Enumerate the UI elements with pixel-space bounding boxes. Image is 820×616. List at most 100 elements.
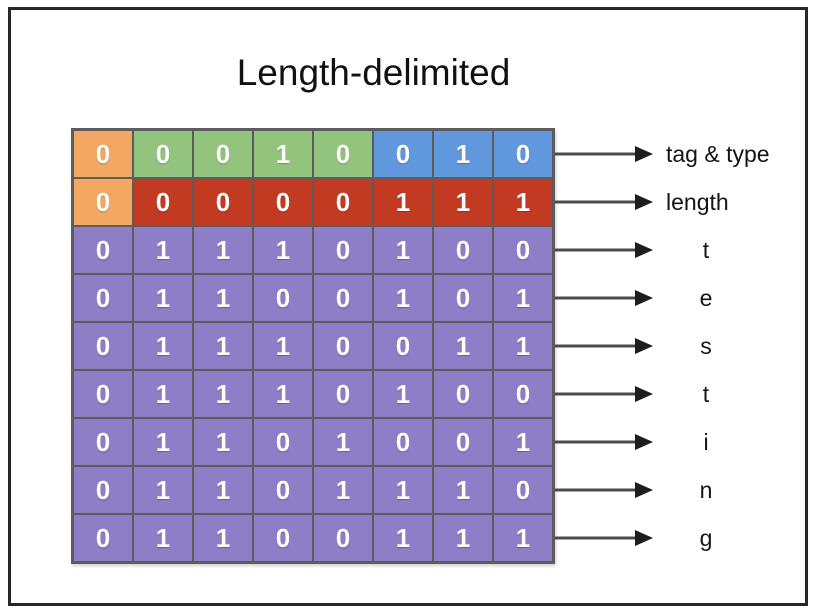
bit-cell: 1 [493, 418, 553, 466]
bit-cell: 0 [313, 274, 373, 322]
bit-cell: 0 [73, 274, 133, 322]
bit-cell: 1 [253, 322, 313, 370]
bit-cell: 0 [253, 418, 313, 466]
bit-cell: 1 [313, 418, 373, 466]
bit-cell: 1 [193, 274, 253, 322]
bit-cell: 0 [373, 418, 433, 466]
right-arrow-icon [555, 194, 653, 210]
right-arrow-icon [555, 386, 653, 402]
bit-cell: 1 [433, 514, 493, 562]
bit-cell: 1 [253, 130, 313, 178]
bit-cell: 1 [493, 514, 553, 562]
bit-cell: 0 [433, 418, 493, 466]
bit-cell: 1 [253, 226, 313, 274]
row-annotation: tag & type [555, 130, 805, 178]
row-label: n [699, 476, 713, 503]
bit-cell: 0 [313, 370, 373, 418]
bit-cell: 0 [433, 274, 493, 322]
bit-cell: 0 [73, 178, 133, 226]
bit-cell: 0 [73, 322, 133, 370]
bit-cell: 0 [493, 466, 553, 514]
bit-cell: 1 [133, 466, 193, 514]
bit-cell: 0 [73, 418, 133, 466]
bit-cell: 1 [193, 514, 253, 562]
bit-cell: 1 [493, 322, 553, 370]
bit-cell: 0 [433, 370, 493, 418]
bit-cell: 1 [193, 466, 253, 514]
row-annotation: t [555, 370, 805, 418]
bit-cell: 0 [193, 130, 253, 178]
bit-cell: 1 [133, 370, 193, 418]
row-label: s [700, 332, 712, 359]
bit-cell: 1 [493, 274, 553, 322]
bit-cell: 1 [433, 466, 493, 514]
bit-cell: 1 [133, 418, 193, 466]
row-label: i [703, 428, 709, 455]
bit-cell: 1 [193, 226, 253, 274]
bit-cell: 1 [373, 274, 433, 322]
bit-cell: 0 [73, 130, 133, 178]
bit-cell: 0 [73, 226, 133, 274]
bit-cell: 1 [133, 322, 193, 370]
bit-cell: 1 [373, 466, 433, 514]
right-arrow-icon [555, 530, 653, 546]
right-arrow-icon [555, 290, 653, 306]
right-arrow-icon [555, 242, 653, 258]
bit-cell: 0 [313, 130, 373, 178]
bit-cell: 1 [193, 322, 253, 370]
row-label: t [702, 380, 710, 407]
right-arrow-icon [555, 338, 653, 354]
row-label: g [699, 524, 713, 551]
bit-cell: 1 [133, 514, 193, 562]
bit-cell: 1 [133, 226, 193, 274]
bit-cell: 1 [133, 274, 193, 322]
bit-cell: 0 [313, 514, 373, 562]
bit-cell: 0 [493, 226, 553, 274]
row-label: length [666, 188, 729, 215]
bit-cell: 0 [133, 178, 193, 226]
bit-cell: 0 [73, 466, 133, 514]
bit-cell: 0 [133, 130, 193, 178]
row-annotation: g [555, 514, 805, 562]
bit-cell: 1 [373, 226, 433, 274]
bit-cell: 1 [373, 514, 433, 562]
bit-cell: 0 [493, 130, 553, 178]
bit-cell: 1 [373, 370, 433, 418]
row-label: t [702, 236, 710, 263]
bit-cell: 0 [73, 370, 133, 418]
bit-cell: 1 [493, 178, 553, 226]
bit-cell: 0 [193, 178, 253, 226]
row-annotation: t [555, 226, 805, 274]
bit-cell: 1 [433, 130, 493, 178]
bit-cell: 1 [373, 178, 433, 226]
bit-cell: 0 [253, 178, 313, 226]
bit-cell: 0 [493, 370, 553, 418]
bit-cell: 0 [373, 322, 433, 370]
bit-cell: 0 [433, 226, 493, 274]
bit-cell: 1 [433, 178, 493, 226]
bit-cell: 0 [253, 466, 313, 514]
row-annotation: n [555, 466, 805, 514]
row-annotation: s [555, 322, 805, 370]
right-arrow-icon [555, 482, 653, 498]
right-arrow-icon [555, 434, 653, 450]
bit-cell: 0 [373, 130, 433, 178]
bit-cell: 1 [193, 370, 253, 418]
right-arrow-icon [555, 146, 653, 162]
bit-cell: 1 [253, 370, 313, 418]
bit-cell: 0 [73, 514, 133, 562]
bit-cell: 0 [313, 226, 373, 274]
row-label: e [699, 284, 713, 311]
row-annotation: i [555, 418, 805, 466]
bit-cell: 0 [253, 274, 313, 322]
row-annotation: e [555, 274, 805, 322]
diagram-title: Length-delimited [236, 52, 511, 93]
bit-cell: 1 [313, 466, 373, 514]
bit-cell: 0 [313, 322, 373, 370]
row-annotation: length [555, 178, 805, 226]
bit-cell: 1 [193, 418, 253, 466]
bit-cell: 0 [253, 514, 313, 562]
